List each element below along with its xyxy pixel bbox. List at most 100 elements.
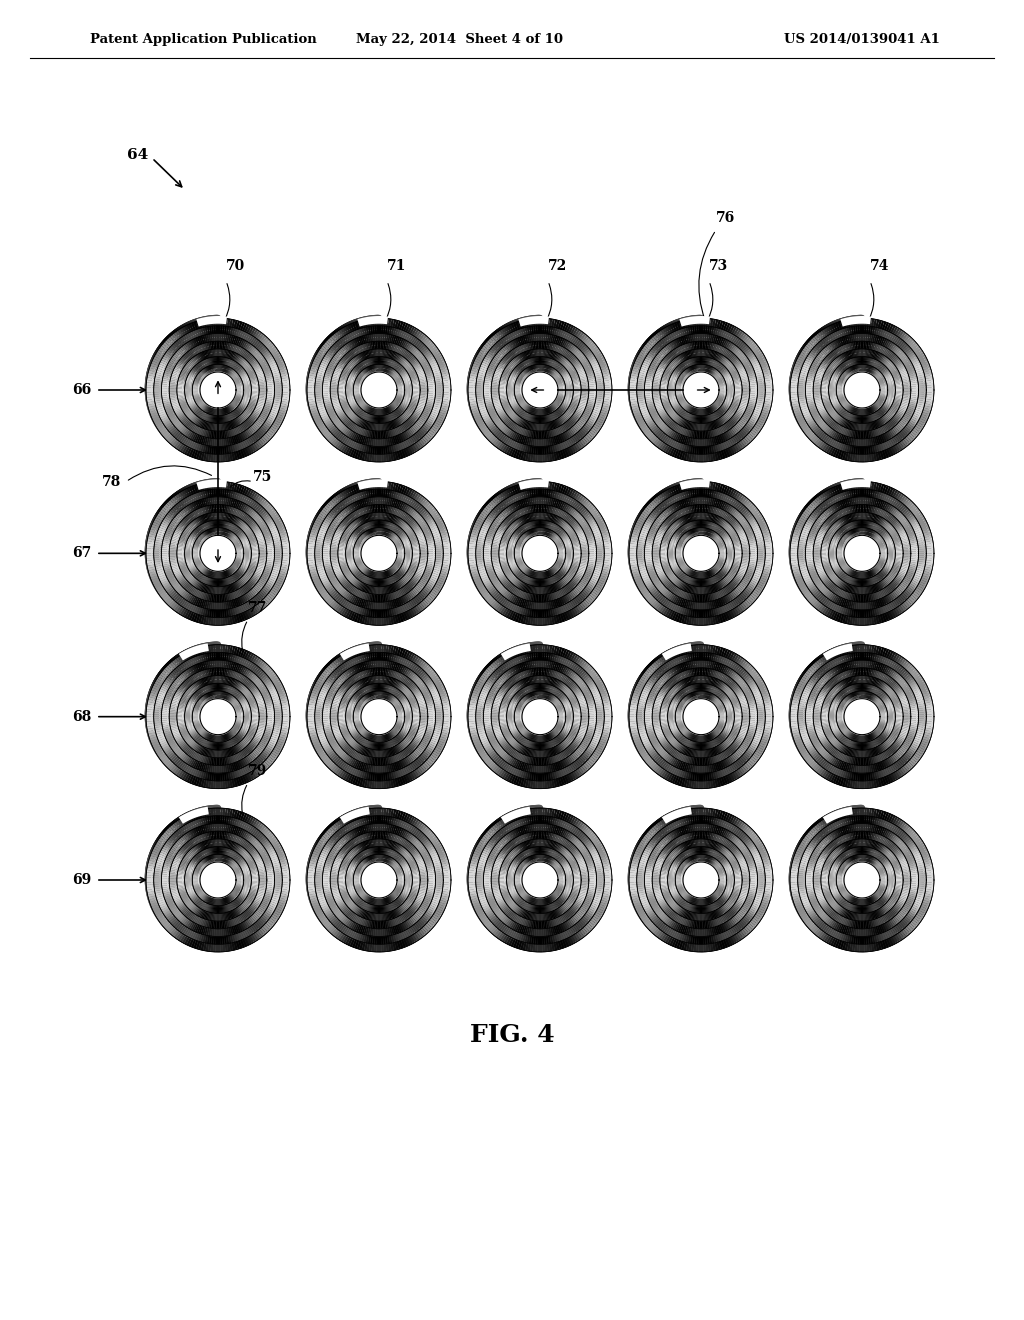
Polygon shape — [325, 536, 333, 540]
Polygon shape — [413, 875, 420, 878]
Polygon shape — [503, 697, 511, 702]
Polygon shape — [194, 932, 199, 940]
Polygon shape — [677, 572, 683, 577]
Polygon shape — [357, 564, 365, 569]
Polygon shape — [240, 812, 245, 821]
Polygon shape — [338, 548, 346, 550]
Polygon shape — [896, 525, 903, 532]
Polygon shape — [486, 748, 495, 755]
Polygon shape — [383, 906, 385, 913]
Polygon shape — [417, 569, 424, 573]
Polygon shape — [430, 346, 437, 352]
Polygon shape — [541, 572, 542, 579]
Polygon shape — [469, 727, 477, 731]
Polygon shape — [247, 834, 253, 842]
Polygon shape — [532, 602, 535, 610]
Polygon shape — [844, 862, 880, 898]
Polygon shape — [604, 388, 612, 389]
Polygon shape — [830, 421, 837, 429]
Polygon shape — [683, 851, 688, 858]
Polygon shape — [698, 808, 701, 816]
Polygon shape — [394, 540, 401, 545]
Polygon shape — [380, 898, 381, 906]
Polygon shape — [323, 507, 330, 513]
Polygon shape — [708, 857, 712, 863]
Polygon shape — [834, 341, 839, 347]
Polygon shape — [678, 528, 684, 535]
Polygon shape — [862, 318, 864, 326]
Polygon shape — [554, 738, 559, 744]
Polygon shape — [895, 556, 903, 557]
Polygon shape — [895, 882, 903, 883]
Polygon shape — [581, 717, 589, 718]
Polygon shape — [563, 850, 569, 857]
Polygon shape — [749, 519, 757, 525]
Polygon shape — [911, 358, 919, 363]
Polygon shape — [377, 816, 379, 824]
Polygon shape — [635, 521, 643, 527]
Polygon shape — [349, 931, 354, 937]
Polygon shape — [227, 748, 230, 756]
Polygon shape — [195, 870, 202, 874]
Polygon shape — [309, 733, 317, 737]
Polygon shape — [404, 430, 411, 438]
Polygon shape — [155, 892, 163, 895]
Polygon shape — [844, 738, 848, 744]
Polygon shape — [507, 548, 515, 549]
Polygon shape — [529, 847, 532, 855]
Polygon shape — [262, 841, 270, 846]
Polygon shape — [916, 894, 925, 898]
Polygon shape — [718, 925, 722, 933]
Polygon shape — [884, 751, 889, 758]
Polygon shape — [155, 726, 163, 730]
Polygon shape — [214, 496, 216, 504]
Polygon shape — [485, 565, 493, 569]
Polygon shape — [581, 385, 589, 387]
Polygon shape — [369, 506, 372, 513]
Polygon shape — [837, 721, 845, 723]
Polygon shape — [742, 825, 750, 832]
Polygon shape — [238, 368, 244, 374]
Polygon shape — [177, 362, 184, 367]
Polygon shape — [272, 537, 281, 541]
Polygon shape — [367, 904, 371, 911]
Polygon shape — [404, 515, 411, 521]
Polygon shape — [228, 748, 232, 756]
Polygon shape — [159, 752, 166, 759]
Polygon shape — [255, 734, 262, 738]
Polygon shape — [595, 422, 602, 428]
Polygon shape — [653, 836, 660, 842]
Polygon shape — [865, 742, 867, 750]
Polygon shape — [234, 543, 242, 546]
Polygon shape — [719, 878, 727, 879]
Polygon shape — [715, 537, 721, 543]
Polygon shape — [531, 570, 535, 578]
Polygon shape — [811, 838, 818, 845]
Polygon shape — [538, 579, 539, 587]
Polygon shape — [687, 858, 691, 865]
Polygon shape — [407, 572, 413, 578]
Polygon shape — [525, 731, 530, 738]
Polygon shape — [154, 682, 161, 689]
Polygon shape — [838, 529, 844, 536]
Polygon shape — [314, 549, 323, 552]
Polygon shape — [324, 832, 331, 838]
Polygon shape — [838, 693, 844, 698]
Polygon shape — [584, 348, 591, 355]
Polygon shape — [852, 578, 855, 586]
Polygon shape — [259, 928, 266, 935]
Polygon shape — [879, 545, 887, 548]
Polygon shape — [863, 734, 864, 742]
Polygon shape — [564, 688, 570, 694]
Polygon shape — [361, 583, 366, 591]
Polygon shape — [659, 715, 668, 717]
Polygon shape — [160, 904, 168, 911]
Polygon shape — [555, 400, 562, 404]
Polygon shape — [201, 861, 207, 867]
Polygon shape — [419, 399, 427, 401]
Polygon shape — [317, 350, 326, 356]
Polygon shape — [571, 359, 579, 364]
Polygon shape — [262, 528, 269, 533]
Polygon shape — [350, 341, 356, 347]
Polygon shape — [499, 738, 506, 744]
